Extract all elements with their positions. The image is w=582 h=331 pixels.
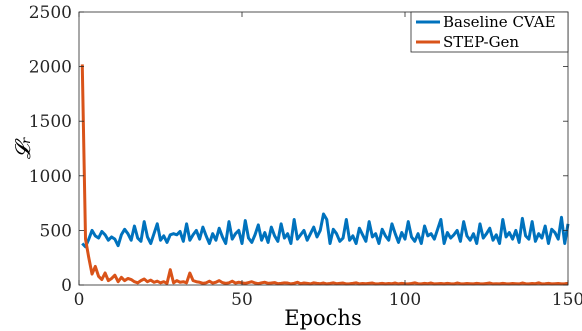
series-line-baseline-cvae [81,212,570,249]
axes-frame [78,11,569,286]
y-tick-label: 2000 [29,58,72,78]
legend-label-baseline-cvae: Baseline CVAE [443,13,556,31]
x-tick-label: 50 [231,290,253,310]
legend-label-step-gen: STEP-Gen [443,33,519,51]
x-tick-label: 100 [389,290,421,310]
legend: Baseline CVAE STEP-Gen [410,11,569,53]
y-tick-label: 1000 [29,167,72,187]
y-tick-label: 1500 [29,112,72,132]
y-tick-label: 2500 [29,3,72,23]
x-tick-label: 150 [552,290,582,310]
plot-area [79,12,568,285]
y-tick-label: 500 [40,221,72,241]
series-line-step-gen [80,64,569,286]
legend-box [410,11,569,53]
y-axis-title: 𝓛ᵣ [11,137,35,160]
x-axis-title: Epochs [284,306,361,330]
series-layer [80,64,570,286]
y-tick-label: 0 [61,276,72,296]
x-tick-label: 0 [74,290,85,310]
